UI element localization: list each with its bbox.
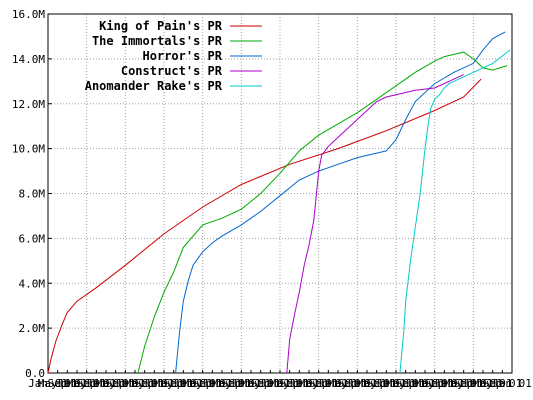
x-tick-label: Sep 01 (134, 377, 174, 390)
x-tick-label: May 01 (473, 377, 513, 390)
x-tick-label: Sep 01 (366, 377, 406, 390)
x-tick-label: May 01 (386, 377, 426, 390)
x-tick-label: Sep 01 (163, 377, 203, 390)
x-tick-label: Sep 01 (250, 377, 290, 390)
x-tick-label: May 01 (125, 377, 165, 390)
x-tick-label: Jan 01 (318, 377, 358, 390)
x-tick-label: May 01 (212, 377, 252, 390)
x-tick-label: May 01 (299, 377, 339, 390)
x-tick-label: Jan 01 (202, 377, 242, 390)
x-tick-label: Jan 01 (289, 377, 329, 390)
legend-label-3: Construct's PR (121, 64, 223, 78)
legend-label-1: The Immortals's PR (92, 34, 223, 48)
x-tick-label: Sep 01 (192, 377, 232, 390)
legend-label-4: Anomander Rake's PR (85, 79, 223, 93)
y-tick-label: 10.0M (12, 143, 45, 156)
y-tick-label: 12.0M (12, 98, 45, 111)
y-tick-label: 8.0M (19, 188, 46, 201)
x-tick-label: Jan 01 (231, 377, 271, 390)
x-tick-label: Sep 01 (453, 377, 493, 390)
x-tick-label: May 01 (357, 377, 397, 390)
x-tick-label: Sep 01 (308, 377, 348, 390)
x-tick-label: Jan 01 (260, 377, 300, 390)
x-tick-label: May 01 (183, 377, 223, 390)
x-tick-label: Jan 01 (347, 377, 387, 390)
series-lines (47, 31, 511, 374)
x-tick-label: May 01 (154, 377, 194, 390)
x-tick-label: Sep 01 (105, 377, 145, 390)
x-tick-label: Jan 01 (376, 377, 416, 390)
series-line-2 (175, 31, 506, 374)
y-tick-label: 4.0M (19, 277, 46, 290)
x-tick-label: Jan 01 (57, 377, 97, 390)
x-tick-label: Sep 01 (279, 377, 319, 390)
x-tick-label: Sep 01 (424, 377, 464, 390)
series-line-4 (399, 49, 511, 374)
x-tick-label: May 01 (270, 377, 310, 390)
series-line-1 (137, 51, 508, 374)
x-tick-label: May 01 (96, 377, 136, 390)
x-tick-label: Sep 01 (337, 377, 377, 390)
x-tick-label: May 01 (415, 377, 455, 390)
series-line-3 (286, 74, 464, 374)
y-tick-label: 2.0M (19, 322, 46, 335)
x-tick-label: Sep 01 (47, 377, 87, 390)
x-tick-label: Jan 01 (405, 377, 445, 390)
x-tick-label: May 01 (328, 377, 368, 390)
x-tick-label: Jan 01 (463, 377, 503, 390)
x-tick-label: Jan 01 (115, 377, 155, 390)
y-tick-label: 14.0M (12, 53, 45, 66)
y-tick-label: 6.0M (19, 232, 46, 245)
y-axis-ticks: 0.0 2.0M 4.0M 6.0M 8.0M 10.0M 12.0M 14.0M 16.0M (12, 8, 52, 380)
x-tick-label: Jan 01 (492, 377, 532, 390)
y-tick-label: 16.0M (12, 8, 45, 21)
x-tick-label: May 01 (444, 377, 484, 390)
grid-lines (48, 14, 512, 373)
legend-label-2: Horror's PR (143, 49, 223, 63)
x-tick-label: Jan 01 (434, 377, 474, 390)
series-line-0 (47, 78, 482, 374)
y-tick-label: 0.0 (25, 367, 45, 380)
x-tick-label: Jan 01 (144, 377, 184, 390)
x-tick-label: Sep 01 (76, 377, 116, 390)
x-tick-label: May 01 (241, 377, 281, 390)
x-tick-label: Jan 01 (86, 377, 126, 390)
x-tick-label: Sep 01 (221, 377, 261, 390)
x-tick-label: Sep 01 (482, 377, 522, 390)
x-tick-label: Sep 01 (395, 377, 435, 390)
x-tick-label: Jan 01 (28, 377, 68, 390)
x-tick-label: May 01 (67, 377, 107, 390)
x-tick-label: Jan 01 (173, 377, 213, 390)
x-tick-label: May 01 (38, 377, 78, 390)
legend-label-0: King of Pain's PR (99, 19, 223, 33)
